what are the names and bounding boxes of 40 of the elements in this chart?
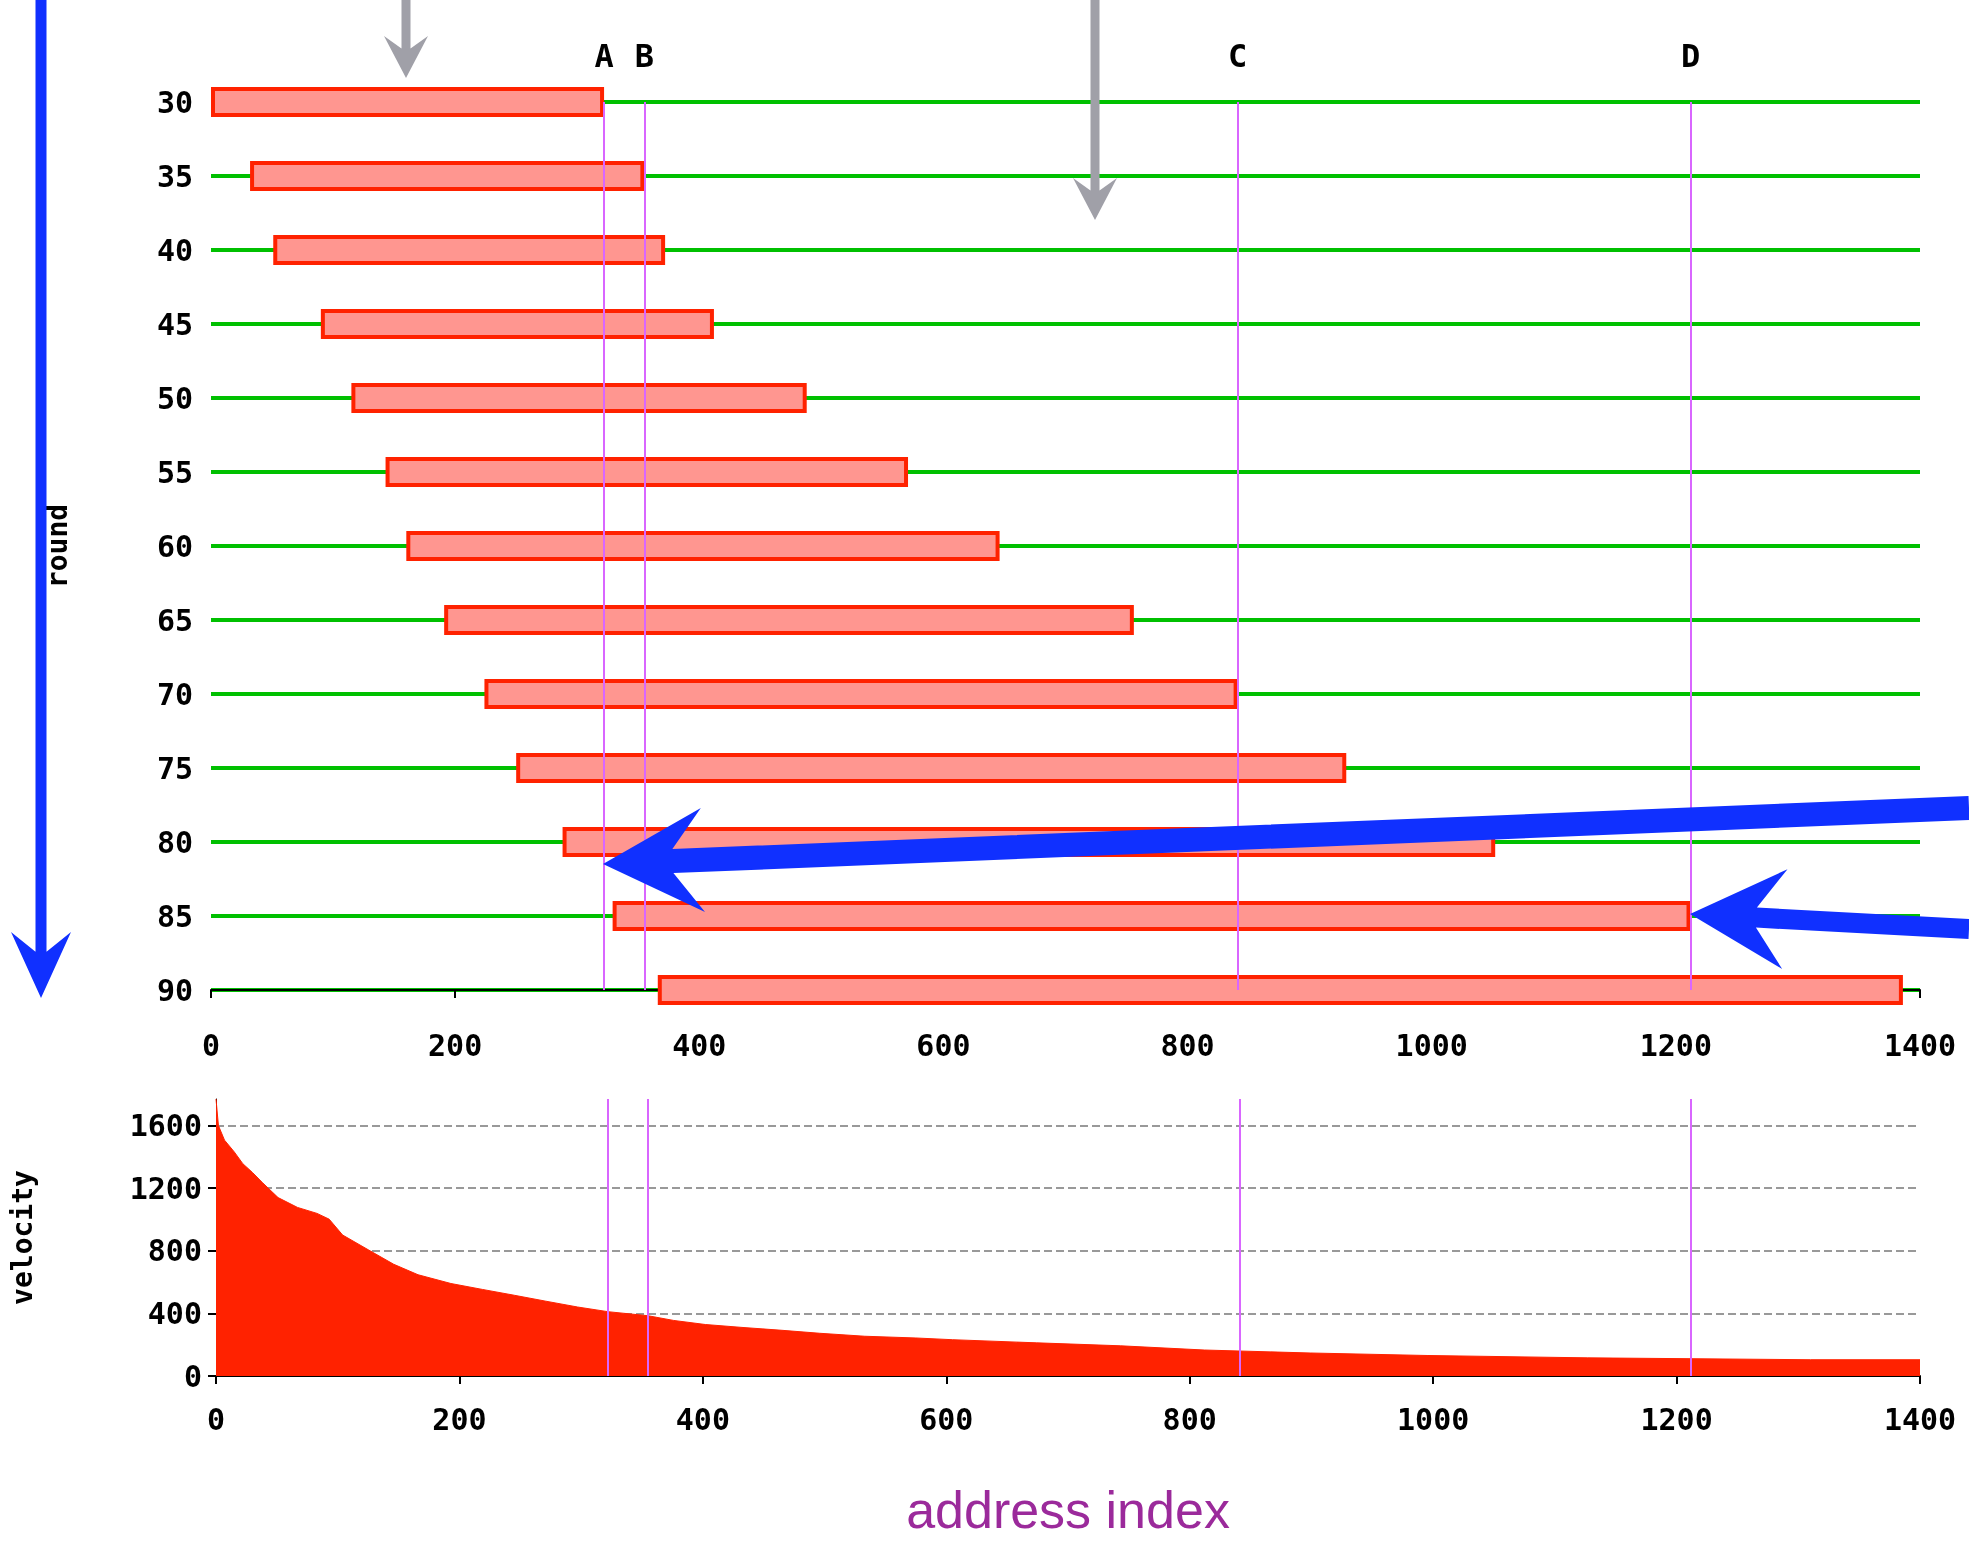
y-tick-label: 1200	[129, 1170, 202, 1206]
x-tick-label: 800	[1162, 1401, 1217, 1437]
x-tick-label: 1000	[1395, 1027, 1468, 1063]
y-tick-label: 80	[156, 824, 193, 860]
y-tick-label: 90	[156, 972, 193, 1008]
y-tick-label: 65	[156, 602, 193, 638]
x-tick-label: 1400	[1883, 1401, 1957, 1437]
y-axis-title: velocity	[5, 1169, 39, 1305]
y-tick-label: 30	[156, 84, 193, 120]
y-tick-label: 45	[156, 306, 193, 342]
y-tick-label: 800	[147, 1233, 202, 1269]
x-tick-label: 400	[672, 1027, 727, 1063]
y-tick-label: 400	[147, 1295, 202, 1331]
ref-line-label: D	[1680, 37, 1701, 75]
y-tick-label: 0	[183, 1358, 202, 1394]
x-tick-label: 400	[675, 1401, 730, 1437]
ref-line-label: C	[1227, 37, 1248, 75]
y-axis-title: round	[40, 503, 74, 589]
x-tick-label: 1200	[1639, 1027, 1712, 1063]
x-tick-label: 1400	[1883, 1027, 1957, 1063]
x-tick-label: 200	[432, 1401, 487, 1437]
ref-line-label: A	[594, 37, 614, 75]
ref-line-label: B	[634, 37, 654, 75]
y-tick-label: 60	[156, 528, 193, 564]
y-tick-label: 35	[156, 158, 193, 194]
x-tick-label: 800	[1160, 1027, 1215, 1063]
y-tick-label: 50	[156, 380, 193, 416]
y-tick-label: 1600	[129, 1108, 202, 1144]
y-tick-label: 85	[156, 898, 193, 934]
x-axis-title: address index	[906, 1481, 1230, 1539]
y-tick-label: 70	[156, 676, 193, 712]
x-tick-label: 1200	[1640, 1401, 1713, 1437]
x-tick-label: 600	[916, 1027, 971, 1063]
x-tick-label: 600	[919, 1401, 974, 1437]
x-tick-label: 200	[428, 1027, 483, 1063]
y-tick-label: 75	[156, 750, 193, 786]
x-tick-label: 1000	[1397, 1401, 1470, 1437]
x-tick-label: 0	[206, 1401, 226, 1437]
y-tick-label: 55	[156, 454, 193, 490]
y-tick-label: 40	[156, 232, 193, 268]
